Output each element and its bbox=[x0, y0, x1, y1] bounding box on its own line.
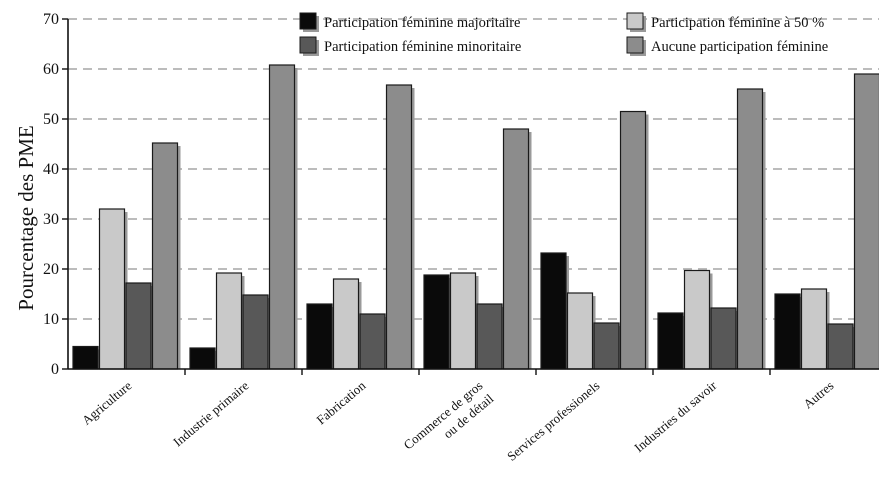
bar bbox=[711, 308, 739, 369]
bar bbox=[621, 112, 649, 370]
bar-body bbox=[738, 89, 763, 369]
bar-body bbox=[190, 348, 215, 369]
bar bbox=[594, 323, 622, 369]
bar-body bbox=[828, 324, 853, 369]
bar-body bbox=[685, 271, 710, 370]
x-category-label-line: Industries du savoir bbox=[631, 377, 720, 455]
y-tick-label: 50 bbox=[43, 111, 59, 128]
y-axis-title: Pourcentage des PME bbox=[14, 125, 38, 310]
bar-body bbox=[594, 323, 619, 369]
x-category-labels: Agriculture Industrie primaire Fabrication… bbox=[79, 377, 837, 465]
bar-body bbox=[711, 308, 736, 369]
bar-body bbox=[504, 129, 529, 369]
legend-item: Participation féminine minoritaire bbox=[300, 37, 521, 56]
bar-body bbox=[658, 313, 683, 369]
bar-body bbox=[100, 209, 125, 369]
y-tick-label: 70 bbox=[43, 11, 59, 28]
legend-swatch bbox=[627, 13, 643, 29]
x-category-label-line: Fabrication bbox=[313, 377, 368, 427]
bar bbox=[243, 295, 271, 369]
x-category-label: Agriculture bbox=[79, 378, 135, 428]
bar-body bbox=[270, 65, 295, 369]
legend-swatch bbox=[300, 37, 316, 53]
bar bbox=[685, 271, 713, 370]
y-tick-label: 0 bbox=[51, 361, 59, 378]
legend-item: Participation féminine à 50 % bbox=[627, 13, 824, 32]
bar-body bbox=[541, 253, 566, 369]
x-category-label-line: Services professionels bbox=[504, 378, 602, 464]
y-tick-label: 60 bbox=[43, 61, 59, 78]
y-tick-label: 10 bbox=[43, 311, 59, 328]
bar bbox=[217, 273, 245, 369]
bar bbox=[568, 293, 596, 369]
bar bbox=[387, 85, 415, 369]
bar bbox=[541, 253, 569, 369]
legend-swatch bbox=[627, 37, 643, 53]
bar bbox=[828, 324, 856, 369]
bar-body bbox=[126, 283, 151, 369]
x-category-label-line: Agriculture bbox=[79, 378, 135, 428]
bar bbox=[658, 313, 686, 369]
y-tick-label: 40 bbox=[43, 161, 59, 178]
legend-swatch bbox=[300, 13, 316, 29]
bar-body bbox=[855, 74, 879, 369]
x-category-label-line: Industrie primaire bbox=[170, 378, 251, 450]
bar bbox=[334, 279, 362, 369]
bar bbox=[504, 129, 532, 369]
bar-body bbox=[802, 289, 827, 369]
bar bbox=[73, 347, 101, 370]
bar-body bbox=[307, 304, 332, 369]
legend-item: Aucune participation féminine bbox=[627, 37, 828, 56]
legend-label: Participation féminine à 50 % bbox=[651, 15, 824, 31]
legend-label: Aucune participation féminine bbox=[651, 39, 828, 55]
y-tick-label: 20 bbox=[43, 261, 59, 278]
x-category-label: Industrie primaire bbox=[170, 378, 251, 450]
legend-item: Participation féminine majoritaire bbox=[300, 13, 521, 32]
bar-body bbox=[360, 314, 385, 369]
bar bbox=[153, 143, 181, 369]
bar-body bbox=[334, 279, 359, 369]
x-category-label: Fabrication bbox=[313, 377, 368, 427]
bar bbox=[270, 65, 298, 369]
bar bbox=[855, 74, 879, 369]
bar bbox=[126, 283, 154, 369]
y-tick-labels: 0 10 20 30 40 50 60 70 bbox=[43, 11, 59, 378]
bar-body bbox=[243, 295, 268, 369]
bar-body bbox=[153, 143, 178, 369]
legend-label: Participation féminine minoritaire bbox=[324, 39, 521, 55]
legend-label: Participation féminine majoritaire bbox=[324, 15, 521, 31]
bar-body bbox=[621, 112, 646, 370]
bar-body bbox=[387, 85, 412, 369]
bar-body bbox=[775, 294, 800, 369]
y-tick-label: 30 bbox=[43, 211, 59, 228]
bar bbox=[307, 304, 335, 369]
x-category-label: Commerce de grosou de détail bbox=[401, 378, 497, 466]
bar bbox=[424, 275, 452, 369]
bar-body bbox=[73, 347, 98, 370]
bars-layer bbox=[73, 65, 879, 369]
bar-body bbox=[568, 293, 593, 369]
bar bbox=[738, 89, 766, 369]
bar bbox=[451, 273, 479, 369]
x-category-label: Services professionels bbox=[504, 378, 602, 464]
bar bbox=[802, 289, 830, 369]
x-category-label: Industries du savoir bbox=[631, 377, 720, 455]
x-category-label: Autres bbox=[800, 378, 836, 412]
bar bbox=[190, 348, 218, 369]
bar bbox=[477, 304, 505, 369]
x-category-label-line: Autres bbox=[800, 378, 836, 412]
bar bbox=[100, 209, 128, 369]
bar-body bbox=[477, 304, 502, 369]
bar bbox=[775, 294, 803, 369]
bar-body bbox=[217, 273, 242, 369]
bar-body bbox=[451, 273, 476, 369]
bar bbox=[360, 314, 388, 369]
bar-body bbox=[424, 275, 449, 369]
